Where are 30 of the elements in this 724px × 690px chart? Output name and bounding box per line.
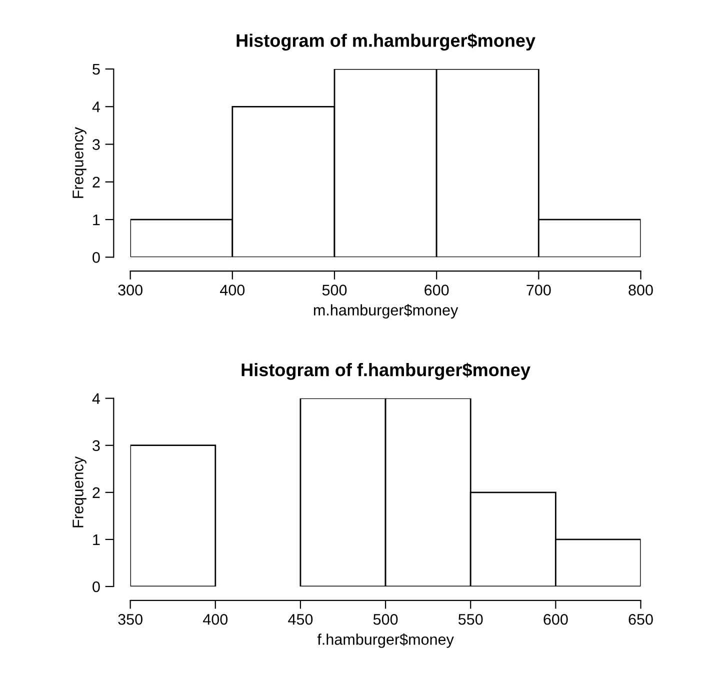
x-tick-label: 600 [544, 614, 568, 625]
x-tick-label: 700 [526, 284, 551, 296]
y-tick-label: 4 [92, 102, 100, 112]
x-tick-label: 650 [628, 614, 653, 625]
x-tick-label: 500 [373, 614, 398, 625]
x-tick-label: 400 [202, 614, 228, 625]
x-tick-label: 400 [220, 284, 245, 296]
y-tick-label: 4 [92, 393, 100, 404]
chart-title: Histogram of m.hamburger$money [236, 33, 536, 51]
y-tick-label: 3 [92, 139, 100, 150]
y-tick-label: 1 [93, 534, 100, 545]
x-tick-label: 600 [424, 284, 449, 296]
y-tick-label: 0 [92, 252, 100, 263]
x-tick-label: 350 [118, 614, 142, 625]
y-axis-title: Frequency [72, 127, 86, 198]
y-tick-label: 0 [92, 581, 100, 592]
x-axis-title: m.hamburger$money [314, 304, 458, 319]
x-tick-label: 300 [118, 284, 142, 296]
y-tick-label: 2 [92, 487, 100, 498]
x-tick-label: 500 [322, 284, 347, 296]
x-tick-label: 450 [288, 614, 313, 625]
chart-title: Histogram of f.hamburger$money [242, 362, 530, 380]
y-tick-label: 5 [92, 64, 100, 75]
x-tick-label: 800 [628, 284, 653, 296]
x-axis-title: f.hamburger$money [317, 633, 454, 648]
y-tick-label: 1 [93, 214, 100, 226]
y-axis-title: Frequency [72, 456, 86, 528]
y-tick-label: 2 [92, 176, 100, 188]
x-tick-label: 550 [458, 614, 483, 625]
y-tick-label: 3 [92, 440, 100, 452]
